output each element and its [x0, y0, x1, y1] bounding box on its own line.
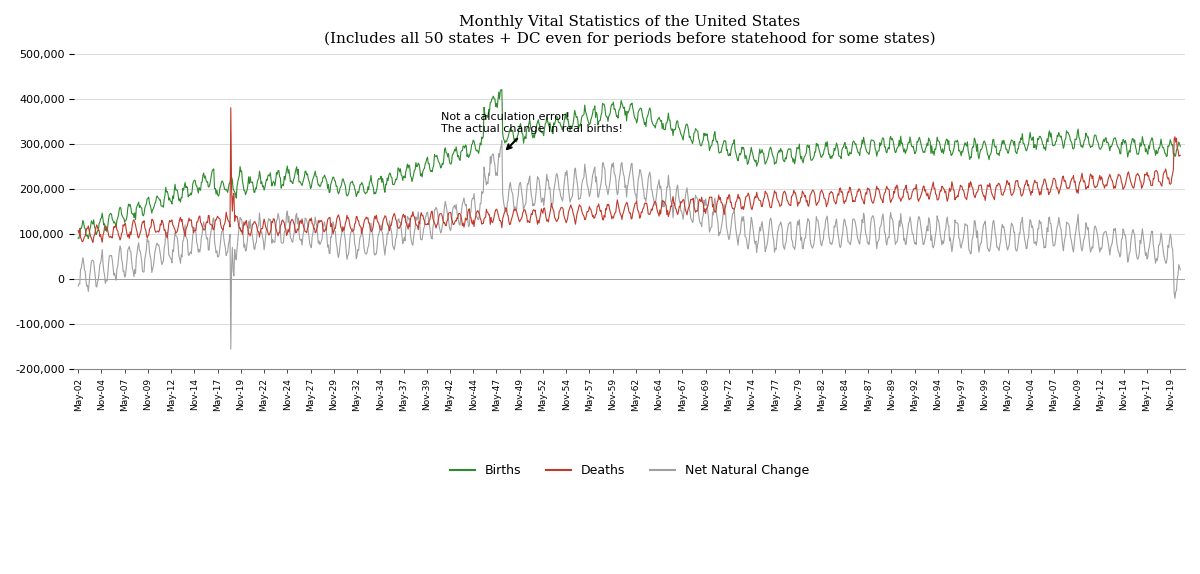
Legend: Births, Deaths, Net Natural Change: Births, Deaths, Net Natural Change: [445, 459, 815, 482]
Text: Not a calculation error!
The actual change in real births!: Not a calculation error! The actual chan…: [442, 113, 623, 149]
Title: Monthly Vital Statistics of the United States
(Includes all 50 states + DC even : Monthly Vital Statistics of the United S…: [324, 15, 936, 46]
